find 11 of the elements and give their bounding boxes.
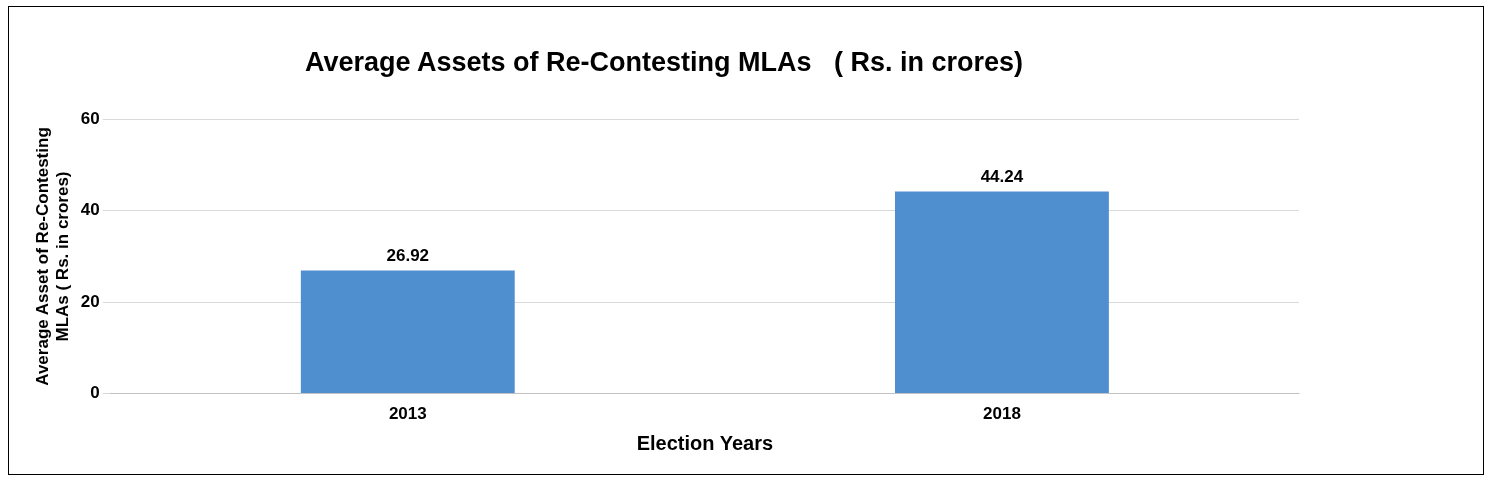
x-axis-title: Election Years [636,431,774,454]
x-tick-label: 2013 [388,404,427,424]
y-tick-label: 60 [80,109,100,129]
data-label: 44.24 [980,166,1024,186]
y-tick-label: 0 [90,383,100,403]
data-label: 26.92 [386,245,430,265]
y-axis-title: Average Asset of Re-Contesting MLAs ( Rs. in crores) [32,127,73,386]
x-tick-label: 2018 [983,404,1021,424]
y-tick-label: 20 [80,291,100,311]
y-tick-label: 40 [80,200,100,220]
chart-title: Average Assets of Re-Contesting MLAs ( Rs. in crores) [304,46,1024,77]
